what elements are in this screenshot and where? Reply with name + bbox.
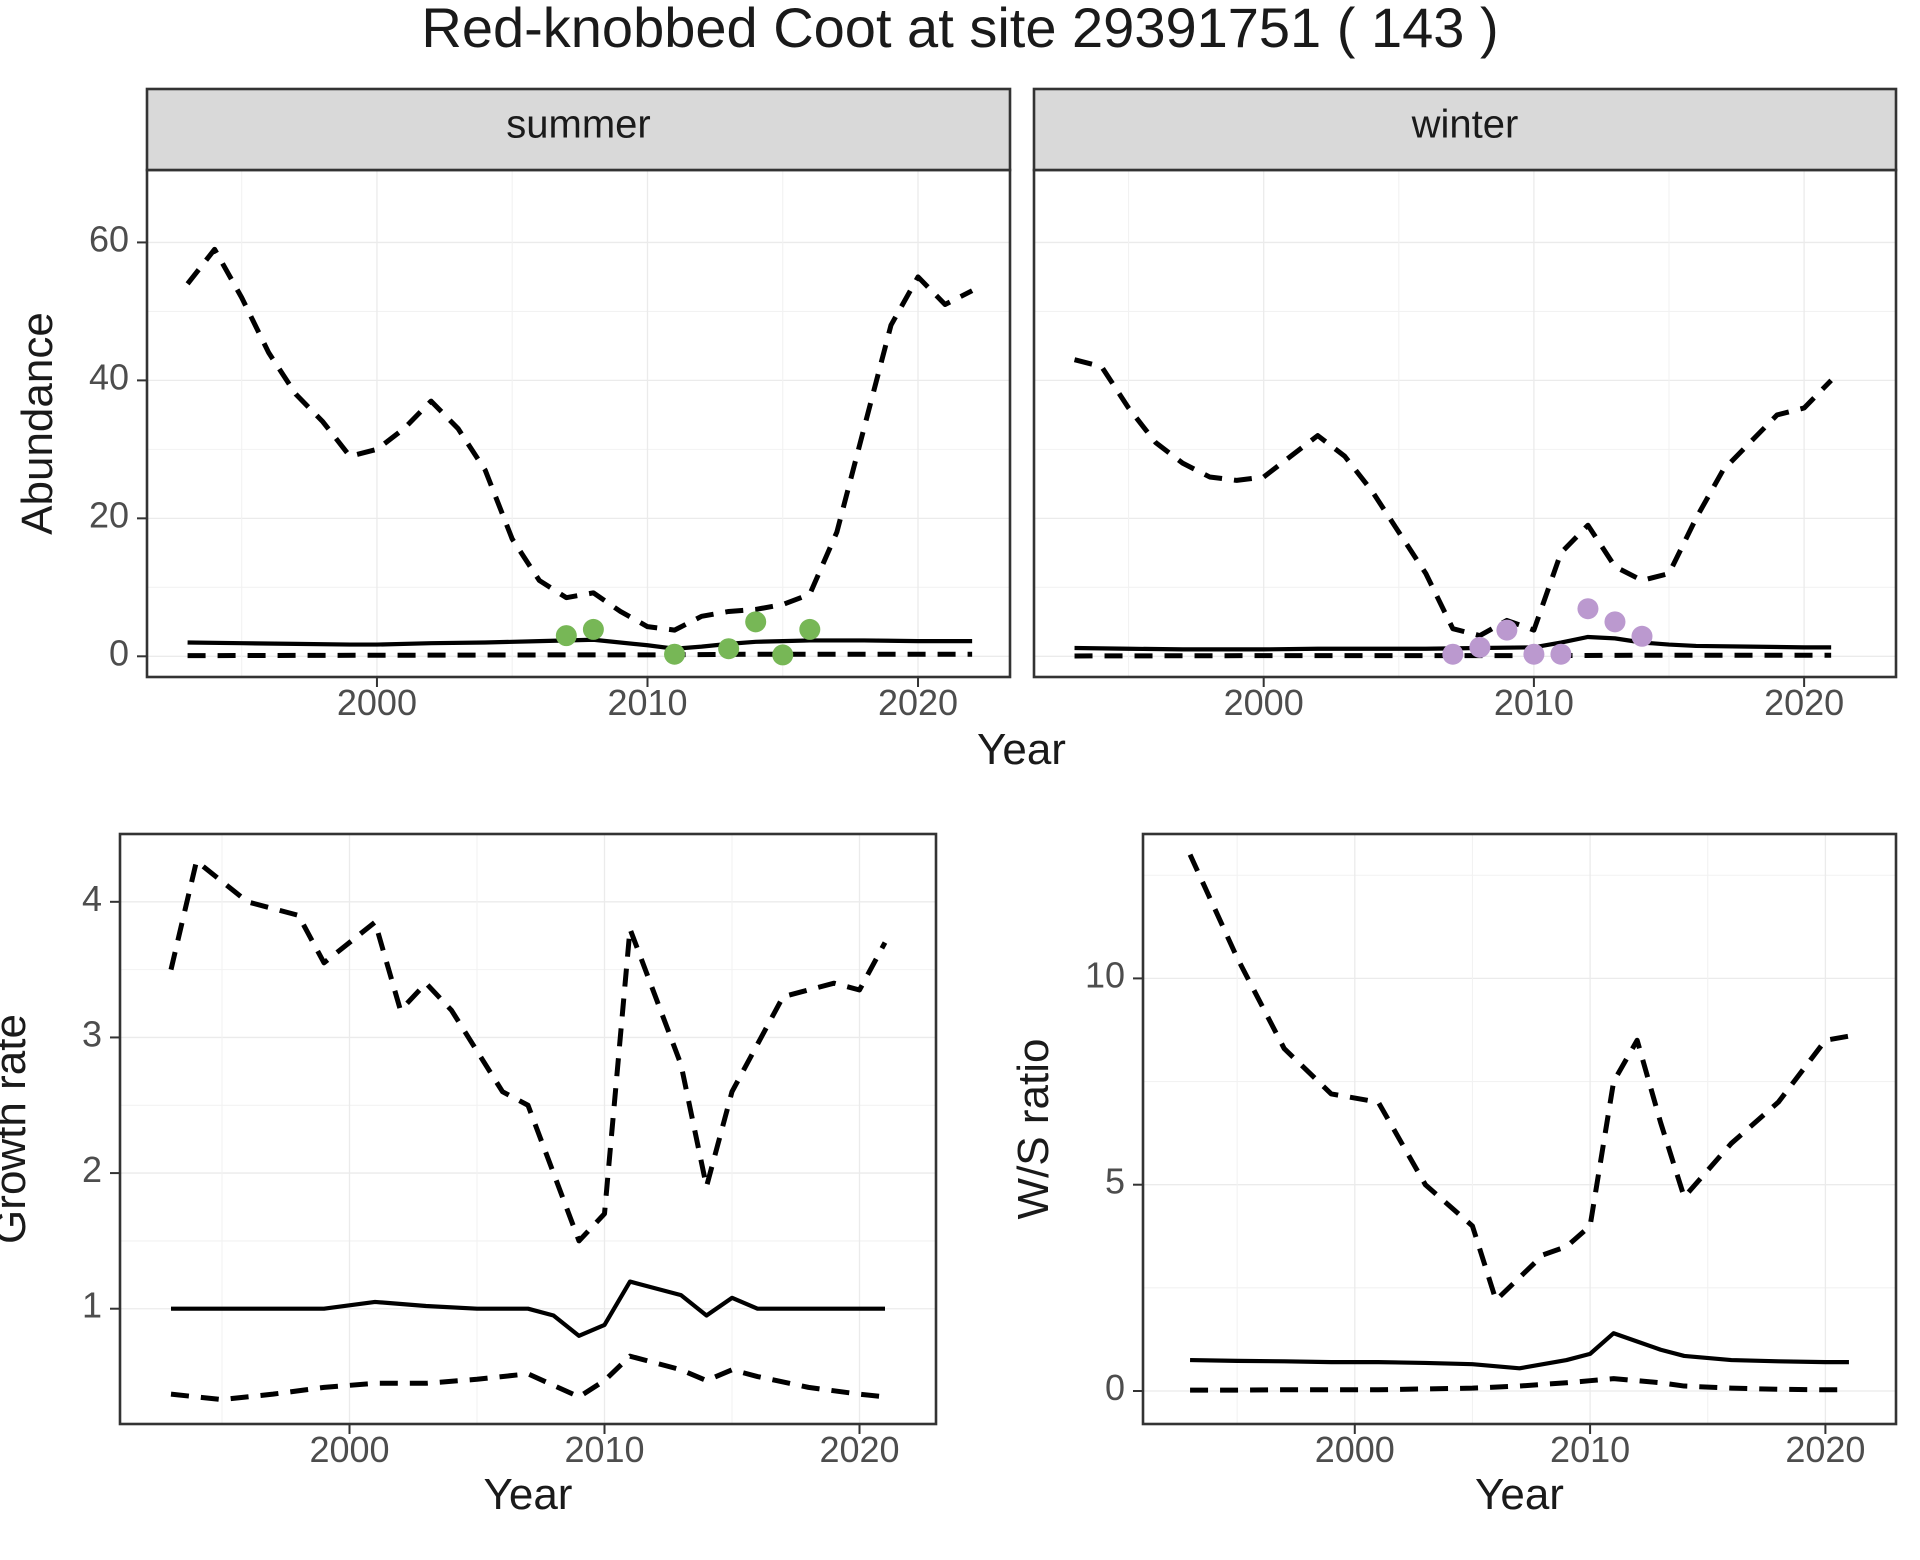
svg-text:2000: 2000 — [309, 1429, 389, 1470]
svg-text:2020: 2020 — [1785, 1429, 1865, 1470]
svg-text:Year: Year — [484, 1470, 573, 1519]
svg-text:5: 5 — [1105, 1161, 1125, 1202]
svg-text:Year: Year — [977, 725, 1066, 774]
svg-text:2000: 2000 — [1315, 1429, 1395, 1470]
svg-text:60: 60 — [89, 218, 129, 259]
svg-text:10: 10 — [1085, 954, 1125, 995]
svg-text:2020: 2020 — [1764, 682, 1844, 723]
svg-text:2010: 2010 — [564, 1429, 644, 1470]
svg-text:summer: summer — [506, 103, 650, 147]
svg-text:Growth rate: Growth rate — [0, 1014, 35, 1244]
svg-text:2000: 2000 — [1224, 682, 1304, 723]
svg-text:2010: 2010 — [607, 682, 687, 723]
svg-text:Abundance: Abundance — [13, 312, 62, 535]
svg-text:2010: 2010 — [1550, 1429, 1630, 1470]
svg-text:winter: winter — [1411, 103, 1519, 147]
svg-text:4: 4 — [82, 878, 102, 919]
svg-text:2010: 2010 — [1494, 682, 1574, 723]
svg-text:3: 3 — [82, 1013, 102, 1054]
svg-text:1: 1 — [82, 1285, 102, 1326]
svg-text:2020: 2020 — [819, 1429, 899, 1470]
svg-text:2: 2 — [82, 1149, 102, 1190]
svg-text:40: 40 — [89, 356, 129, 397]
svg-text:20: 20 — [89, 494, 129, 535]
svg-text:0: 0 — [109, 632, 129, 673]
svg-text:W/S ratio: W/S ratio — [1009, 1039, 1058, 1220]
svg-text:0: 0 — [1105, 1367, 1125, 1408]
svg-text:Year: Year — [1475, 1470, 1564, 1519]
svg-text:2000: 2000 — [337, 682, 417, 723]
